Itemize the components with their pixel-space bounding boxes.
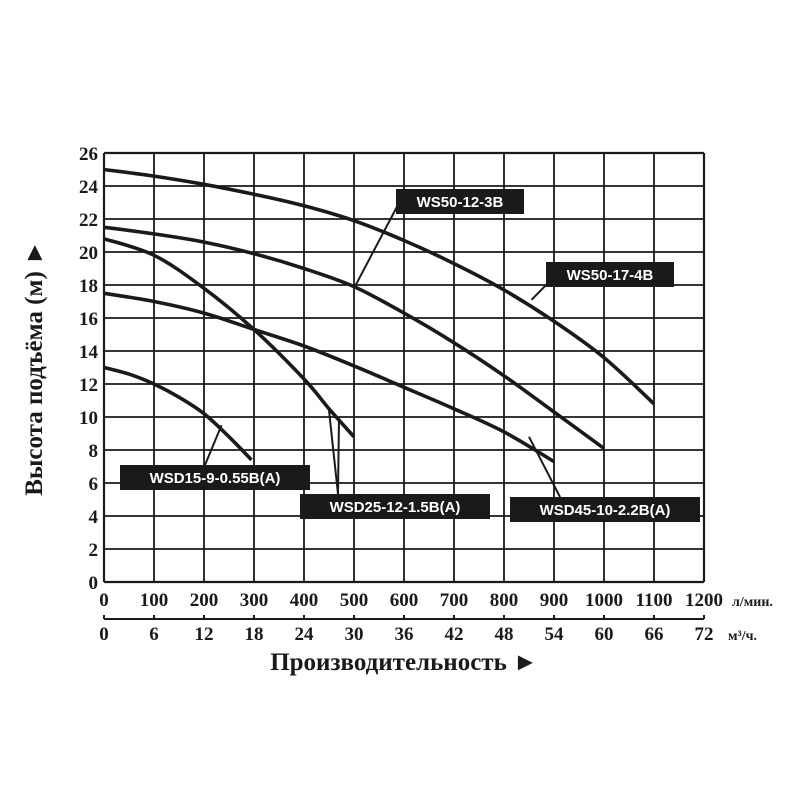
series-label: WS50-12-3B xyxy=(417,194,504,211)
y-tick-label: 8 xyxy=(89,441,99,462)
x-axis-unit-secondary: м³/ч. xyxy=(728,629,757,644)
curve-series-5 xyxy=(103,167,656,406)
curve-series-2 xyxy=(103,237,356,438)
x-tick-label-secondary: 54 xyxy=(545,624,565,645)
series-label: WS50-17-4B xyxy=(567,267,654,284)
series-label-box xyxy=(120,465,310,490)
y-tick-label: 16 xyxy=(79,309,98,330)
leader-line xyxy=(328,410,339,495)
x-tick-label: 1200 xyxy=(685,590,723,611)
x-tick-label-secondary: 72 xyxy=(695,624,714,645)
y-tick-label: 26 xyxy=(79,144,98,165)
y-tick-label: 4 xyxy=(89,507,99,528)
series-label-box xyxy=(396,189,524,214)
y-tick-label: 18 xyxy=(79,276,98,297)
x-tick-label-secondary: 18 xyxy=(245,624,264,645)
x-tick-label-secondary: 48 xyxy=(495,624,514,645)
x-tick-label: 500 xyxy=(340,590,369,611)
y-tick-label: 24 xyxy=(79,177,99,198)
x-tick-label-secondary: 6 xyxy=(149,624,159,645)
x-tick-label-secondary: 66 xyxy=(645,624,664,645)
y-tick-label: 20 xyxy=(79,243,98,264)
curve-series-1 xyxy=(103,365,253,462)
y-tick-label: 6 xyxy=(89,474,99,495)
leader-line xyxy=(337,416,340,495)
x-tick-label: 300 xyxy=(240,590,269,611)
x-tick-label: 900 xyxy=(540,590,569,611)
series-label: WSD15-9-0.55B(A) xyxy=(150,470,281,487)
y-tick-label: 2 xyxy=(89,540,99,561)
x-tick-label: 0 xyxy=(99,590,109,611)
chart-tick-labels: 0 100 200 300 400 500 600 700 800 900 1000 1100 1200… xyxy=(79,144,723,645)
x-tick-label-secondary: 60 xyxy=(595,624,614,645)
series-label: WSD25-12-1.5B(A) xyxy=(330,499,461,516)
y-axis-title: Высота подъёма (м) ► xyxy=(21,240,48,496)
series-label-box xyxy=(510,497,700,522)
x-tick-label: 1000 xyxy=(585,590,623,611)
series-label: WSD45-10-2.2B(A) xyxy=(540,502,671,519)
x-tick-label: 200 xyxy=(190,590,219,611)
x-tick-label: 600 xyxy=(390,590,419,611)
y-tick-label: 22 xyxy=(79,210,98,231)
x-tick-label-secondary: 30 xyxy=(345,624,364,645)
leader-line xyxy=(204,424,223,466)
series-label-box xyxy=(300,494,490,519)
x-tick-label: 1100 xyxy=(636,590,673,611)
x-tick-label-secondary: 36 xyxy=(395,624,414,645)
chart-leader-lines xyxy=(204,200,561,498)
y-tick-label: 0 xyxy=(89,573,99,594)
x-tick-label-secondary: 12 xyxy=(195,624,214,645)
x-tick-label: 400 xyxy=(290,590,319,611)
x-tick-label: 700 xyxy=(440,590,469,611)
x-tick-label: 100 xyxy=(140,590,169,611)
x-tick-label-secondary: 42 xyxy=(445,624,464,645)
x-tick-label-secondary: 24 xyxy=(295,624,315,645)
series-label-box xyxy=(546,262,674,287)
x-tick-label: 800 xyxy=(490,590,519,611)
x-tick-label-secondary: 0 xyxy=(99,624,109,645)
x-axis-title: Производительность ► xyxy=(270,649,538,676)
x-axis-unit-primary: л/мин. xyxy=(732,595,773,610)
leader-line xyxy=(528,436,561,498)
chart-series-labels: WSD15-9-0.55B(A) WSD25-12-1.5B(A) WSD45-10… xyxy=(120,189,700,522)
y-tick-label: 10 xyxy=(79,408,98,429)
leader-line xyxy=(353,200,401,289)
y-tick-label: 12 xyxy=(79,375,98,396)
curve-series-3 xyxy=(103,291,555,464)
y-tick-label: 14 xyxy=(79,342,99,363)
